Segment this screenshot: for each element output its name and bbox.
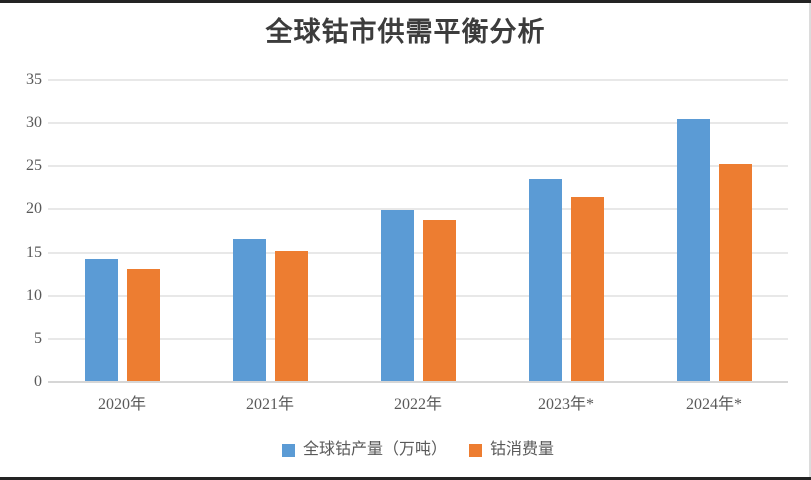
chart-legend: 全球钴产量（万吨） 钴消费量 bbox=[48, 440, 788, 460]
gridline-5 bbox=[48, 337, 788, 340]
y-tick-label-20: 20 bbox=[26, 200, 42, 218]
bar-production-2020年 bbox=[84, 259, 118, 381]
legend-label-production: 全球钴产量（万吨） bbox=[302, 441, 447, 458]
y-tick-label-15: 15 bbox=[26, 243, 42, 261]
x-axis-line bbox=[48, 381, 788, 383]
legend-item-consumption: 钴消费量 bbox=[469, 440, 554, 460]
x-tick-label-2022年: 2022年 bbox=[393, 396, 442, 413]
gridline-35 bbox=[48, 79, 788, 81]
gridline-15 bbox=[48, 251, 788, 254]
x-tick-label-2021年: 2021年 bbox=[245, 396, 294, 413]
bar-consumption-2023年* bbox=[570, 197, 604, 381]
bar-production-2024年* bbox=[676, 118, 710, 381]
legend-item-production: 全球钴产量（万吨） bbox=[281, 440, 447, 460]
gridline-10 bbox=[48, 294, 788, 297]
top-border-rule bbox=[0, 0, 811, 3]
bar-consumption-2020年 bbox=[126, 268, 160, 381]
chart-title: 全球钴市供需平衡分析 bbox=[265, 17, 546, 47]
bar-consumption-2022年 bbox=[422, 219, 456, 381]
x-tick-label-2024年*: 2024年* bbox=[685, 396, 742, 413]
y-tick-label-10: 10 bbox=[26, 286, 42, 304]
bar-consumption-2021年 bbox=[274, 250, 308, 381]
plot-area bbox=[48, 79, 788, 383]
y-tick-label-5: 5 bbox=[34, 329, 42, 347]
x-axis: 2020年 2021年 2022年 2023年* 2024年* bbox=[0, 394, 811, 418]
legend-swatch-consumption-icon bbox=[469, 443, 482, 457]
bottom-border-rule bbox=[0, 477, 811, 480]
gridline-20 bbox=[48, 208, 788, 211]
legend-swatch-production-icon bbox=[281, 443, 295, 457]
y-tick-label-0: 0 bbox=[34, 373, 42, 390]
x-tick-label-2023年*: 2023年* bbox=[537, 396, 594, 413]
bar-consumption-2024年* bbox=[718, 164, 752, 381]
x-tick-label-2020年: 2020年 bbox=[97, 396, 146, 413]
gridline-30 bbox=[48, 122, 788, 125]
legend-label-consumption: 钴消费量 bbox=[490, 441, 555, 458]
y-tick-label-30: 30 bbox=[26, 114, 42, 132]
gridline-25 bbox=[48, 165, 788, 168]
bar-production-2021年 bbox=[232, 238, 266, 381]
y-tick-label-35: 35 bbox=[26, 71, 42, 88]
right-border-rule bbox=[809, 3, 811, 477]
y-tick-label-25: 25 bbox=[26, 157, 42, 175]
bar-production-2023年* bbox=[528, 179, 562, 381]
bar-production-2022年 bbox=[380, 210, 414, 381]
